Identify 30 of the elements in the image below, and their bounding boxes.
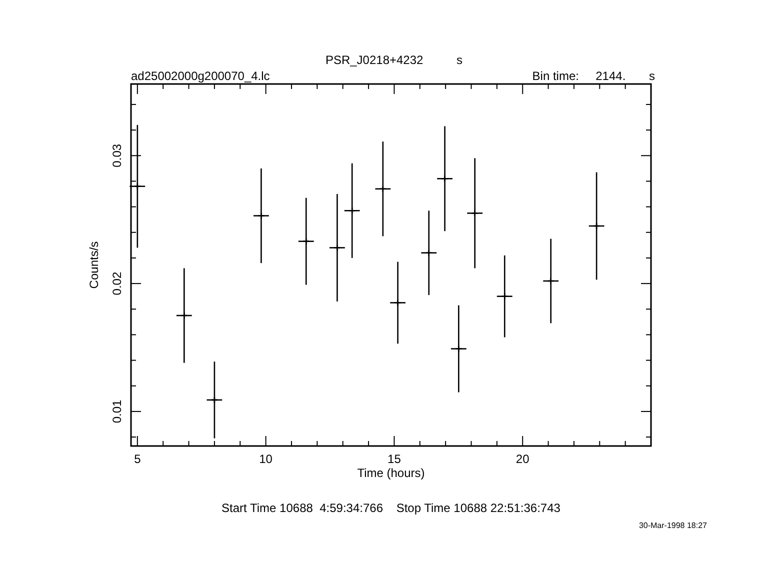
point bbox=[500, 292, 508, 300]
point bbox=[547, 277, 554, 285]
y-tick-label: 0.03 bbox=[110, 144, 124, 168]
point bbox=[425, 249, 433, 256]
chart-title: PSR_J0218+4232 s bbox=[325, 53, 463, 67]
text: 30-Mar-1998 18:27 bbox=[638, 521, 708, 530]
point bbox=[302, 238, 310, 245]
point bbox=[348, 206, 356, 214]
x-tick-label: 15 bbox=[388, 452, 402, 466]
point bbox=[471, 210, 478, 217]
point bbox=[379, 185, 387, 193]
x-axis-title: Time (hours) bbox=[357, 466, 425, 480]
point bbox=[134, 182, 142, 190]
point bbox=[210, 396, 218, 404]
point bbox=[441, 175, 448, 182]
text: Start Time 10688 4:59:34:766 Stop Time 10688 22:51:36:743 bbox=[222, 501, 561, 515]
point bbox=[592, 222, 600, 230]
y-axis-title: Counts/s bbox=[87, 241, 101, 289]
point bbox=[334, 244, 341, 252]
point bbox=[180, 312, 188, 320]
point bbox=[394, 299, 402, 306]
chart-subtitle: ad25002000g200070_4.lc bbox=[131, 69, 270, 83]
y-tick-label: 0.01 bbox=[110, 399, 124, 424]
y-tick-label: 0.02 bbox=[110, 272, 124, 296]
x-tick-label: 20 bbox=[516, 452, 530, 466]
x-tick-label: 10 bbox=[259, 452, 273, 466]
point bbox=[258, 212, 265, 220]
point bbox=[455, 345, 462, 352]
x-tick-label: 5 bbox=[134, 452, 142, 466]
text: Bin time: 2144. s bbox=[532, 69, 655, 83]
